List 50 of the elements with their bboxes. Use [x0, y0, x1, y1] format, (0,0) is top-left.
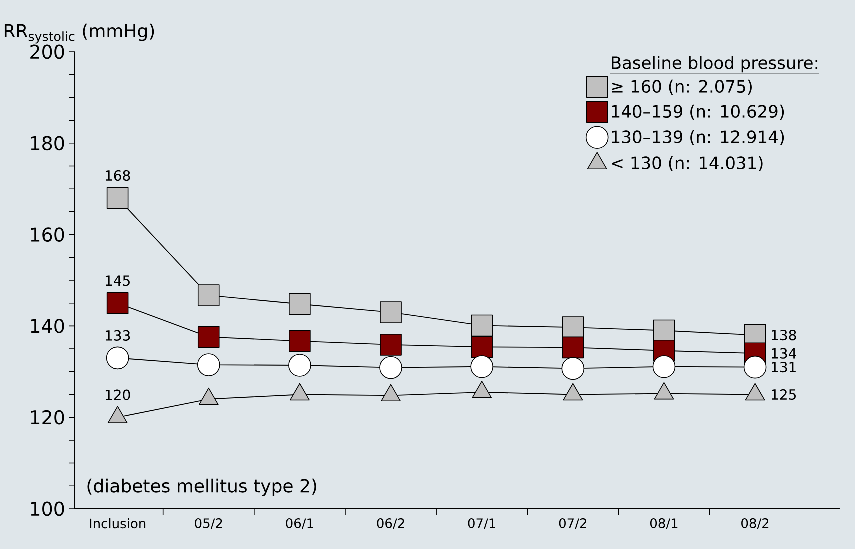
legend-label: 140–159 (n: 10.629) — [612, 104, 784, 120]
point — [289, 330, 311, 352]
point — [471, 336, 493, 358]
point — [288, 354, 312, 377]
data-label: 138 — [772, 330, 796, 341]
y-axis-title: RR$_{systolic}$ (mmHg) — [4, 24, 154, 44]
point — [380, 302, 402, 324]
legend-label: ≥ 160 (n: 2.075) — [612, 80, 752, 96]
data-label: 168 — [106, 170, 130, 182]
point — [470, 355, 494, 378]
legend-label: < 130 (n: 14.031) — [612, 156, 763, 172]
point — [289, 293, 311, 316]
x-tick-label: 06/1 — [286, 518, 314, 530]
annotation: (diabetes mellitus type 2) — [88, 478, 316, 496]
point — [562, 316, 584, 338]
y-tick-label: 200 — [30, 44, 64, 60]
data-label: 125 — [772, 389, 796, 400]
legend-label: 130–139 (n: 12.914) — [612, 130, 784, 146]
point — [744, 356, 767, 379]
data-label: 120 — [106, 390, 130, 400]
x-tick-label: 07/2 — [559, 518, 586, 530]
point — [106, 292, 129, 314]
point — [562, 336, 584, 359]
point — [380, 356, 402, 380]
x-tick-label: 08/1 — [650, 518, 678, 530]
data-label: 131 — [772, 362, 796, 373]
point — [562, 357, 585, 380]
data-label: 145 — [106, 276, 130, 286]
point — [653, 320, 676, 342]
y-tick-label: 140 — [31, 319, 64, 334]
point — [197, 354, 220, 376]
x-tick-label: Inclusion — [90, 518, 146, 529]
x-tick-label: 05/2 — [195, 518, 222, 530]
y-tick-label: 100 — [31, 502, 64, 516]
x-tick-label: 08/2 — [742, 518, 769, 530]
x-tick-label: 07/1 — [468, 518, 496, 530]
y-tick-label: 180 — [31, 136, 64, 151]
point — [652, 355, 676, 378]
point — [380, 334, 402, 356]
data-label: 134 — [772, 348, 796, 359]
point — [106, 346, 130, 370]
point — [471, 314, 493, 337]
y-tick-label: 160 — [31, 228, 64, 242]
point — [198, 284, 220, 306]
data-label: 133 — [106, 330, 130, 341]
point — [106, 187, 129, 210]
legend-title: Baseline blood pressure: — [612, 56, 818, 73]
y-tick-label: 120 — [31, 410, 64, 425]
x-tick-label: 06/2 — [377, 518, 404, 530]
point — [198, 326, 220, 348]
